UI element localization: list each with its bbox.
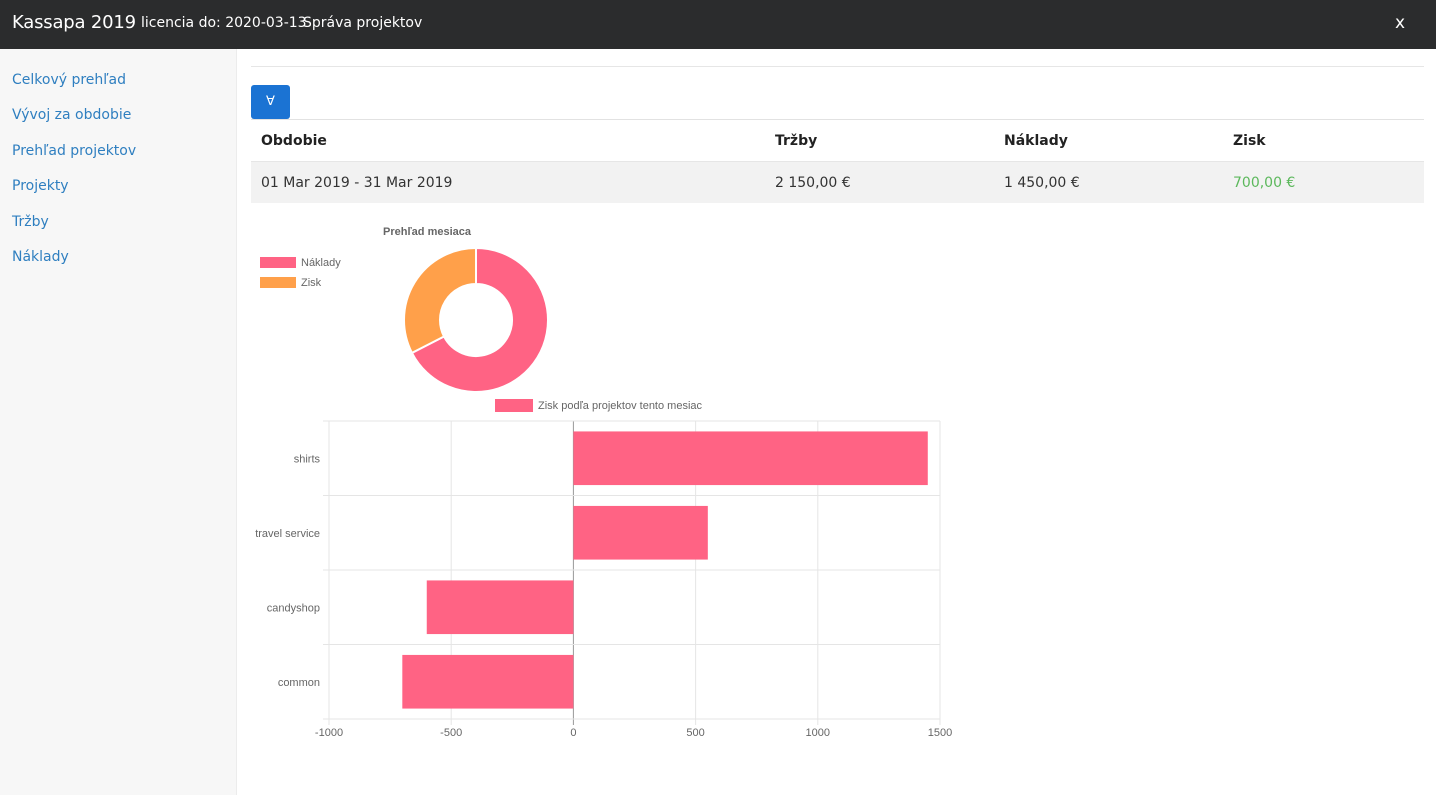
cell-period: 01 Mar 2019 - 31 Mar 2019	[261, 175, 453, 191]
app-title: Kassapa 2019	[12, 12, 136, 33]
sidebar-item-project-overview[interactable]: Prehľad projektov	[12, 143, 137, 159]
divider	[251, 66, 1424, 67]
bar-travel-service	[573, 505, 708, 560]
legend-swatch-naklady	[260, 257, 296, 268]
license-info: licencia do: 2020-03-13	[141, 15, 307, 31]
x-tick-label: -1000	[315, 727, 343, 739]
bar-shirts	[573, 431, 928, 486]
category-label: common	[278, 677, 320, 689]
column-header-costs: Náklady	[1004, 133, 1068, 149]
sidebar: Celkový prehľad Vývoj za obdobie Prehľad…	[0, 49, 237, 795]
chart-title: Prehľad mesiaca	[383, 226, 472, 238]
legend-label-naklady: Náklady	[301, 257, 341, 269]
close-button[interactable]: x	[1395, 13, 1406, 33]
top-bar: Kassapa 2019 licencia do: 2020-03-13 Spr…	[0, 0, 1436, 49]
sidebar-item-revenue[interactable]: Tržby	[12, 214, 49, 230]
legend-swatch-zisk	[260, 277, 296, 288]
sidebar-item-projects[interactable]: Projekty	[12, 178, 69, 194]
filter-toggle-button[interactable]: ∀	[251, 85, 290, 119]
cell-costs: 1 450,00 €	[1004, 175, 1080, 191]
column-header-profit: Zisk	[1233, 133, 1266, 149]
legend-label-zisk: Zisk	[301, 277, 322, 289]
table-header: Obdobie Tržby Náklady Zisk	[251, 119, 1424, 161]
x-tick-label: -500	[440, 727, 462, 739]
bar-common	[402, 654, 574, 709]
x-tick-label: 1500	[928, 727, 952, 739]
table-row: 01 Mar 2019 - 31 Mar 2019 2 150,00 € 1 4…	[251, 161, 1424, 203]
donut-slice-zisk	[403, 246, 477, 355]
section-title: Správa projektov	[303, 15, 423, 31]
x-tick-label: 500	[686, 727, 704, 739]
category-label: travel service	[255, 528, 320, 540]
summary-table: Obdobie Tržby Náklady Zisk 01 Mar 2019 -…	[251, 119, 1424, 203]
column-header-revenue: Tržby	[775, 133, 818, 149]
cell-profit: 700,00 €	[1233, 175, 1296, 191]
month-overview-donut-chart: Prehľad mesiaca Náklady Zisk	[260, 226, 549, 393]
column-header-period: Obdobie	[261, 133, 327, 149]
sidebar-item-costs[interactable]: Náklady	[12, 249, 69, 265]
x-tick-label: 1000	[806, 727, 830, 739]
category-label: shirts	[294, 453, 321, 465]
profit-by-project-bar-chart: Zisk podľa projektov tento mesiac shirts…	[255, 399, 952, 739]
legend-swatch-profit-by-project	[495, 399, 533, 412]
cell-revenue: 2 150,00 €	[775, 175, 851, 191]
donut-slice-náklady	[410, 246, 549, 393]
sidebar-item-period-development[interactable]: Vývoj za obdobie	[12, 107, 132, 123]
category-label: candyshop	[267, 602, 320, 614]
chevron-down-icon: ∀	[266, 94, 275, 109]
bar-candyshop	[426, 580, 574, 635]
sidebar-item-overview[interactable]: Celkový prehľad	[12, 72, 127, 88]
legend-label-profit-by-project: Zisk podľa projektov tento mesiac	[538, 400, 703, 412]
x-tick-label: 0	[570, 727, 576, 739]
